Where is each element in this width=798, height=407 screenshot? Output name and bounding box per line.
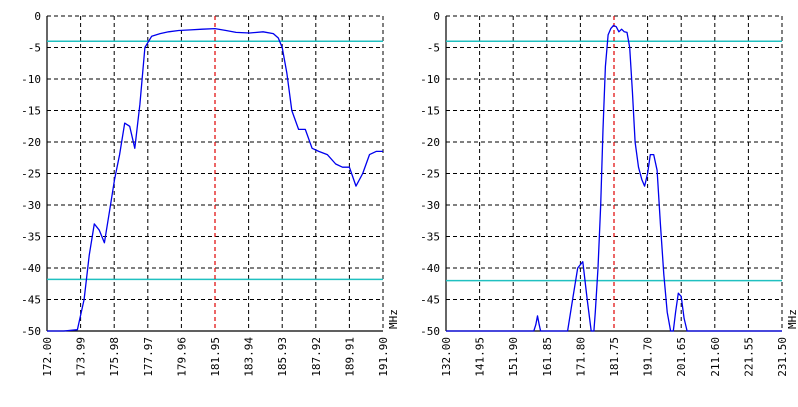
x-tick-label: 177.97 bbox=[142, 337, 155, 377]
y-tick-label: -5 bbox=[28, 42, 41, 55]
x-axis-unit-label: MHz bbox=[786, 309, 798, 329]
x-tick-label: 221.55 bbox=[742, 337, 755, 377]
x-tick-label: 187.92 bbox=[310, 337, 323, 377]
y-tick-label: -35 bbox=[420, 231, 440, 244]
y-tick-label: -45 bbox=[21, 294, 41, 307]
x-tick-label: 171.80 bbox=[574, 337, 587, 377]
y-tick-label: -25 bbox=[420, 168, 440, 181]
x-tick-label: 161.85 bbox=[541, 337, 554, 377]
x-tick-label: 179.96 bbox=[175, 337, 188, 377]
x-tick-label: 141.95 bbox=[474, 337, 487, 377]
y-tick-label: 0 bbox=[433, 10, 440, 23]
y-tick-label: -20 bbox=[21, 136, 41, 149]
y-tick-label: -15 bbox=[420, 105, 440, 118]
x-axis-unit-label: MHz bbox=[387, 309, 400, 329]
x-tick-label: 132.00 bbox=[440, 337, 453, 377]
y-tick-label: -40 bbox=[420, 262, 440, 275]
x-tick-label: 191.90 bbox=[377, 337, 390, 377]
y-tick-label: -35 bbox=[21, 231, 41, 244]
x-tick-label: 172.00 bbox=[41, 337, 54, 377]
series-line bbox=[446, 24, 782, 332]
y-tick-label: -30 bbox=[21, 199, 41, 212]
x-tick-label: 181.75 bbox=[608, 337, 621, 377]
y-tick-label: -10 bbox=[420, 73, 440, 86]
x-tick-label: 191.70 bbox=[642, 337, 655, 377]
y-tick-label: -20 bbox=[420, 136, 440, 149]
series-line bbox=[47, 27, 383, 332]
y-tick-label: -50 bbox=[420, 325, 440, 338]
x-tick-label: 181.95 bbox=[209, 337, 222, 377]
y-tick-label: -50 bbox=[21, 325, 41, 338]
x-tick-label: 185.93 bbox=[276, 337, 289, 377]
y-tick-label: -15 bbox=[21, 105, 41, 118]
x-tick-label: 201.65 bbox=[675, 337, 688, 377]
y-tick-label: -5 bbox=[427, 42, 440, 55]
y-tick-label: -40 bbox=[21, 262, 41, 275]
x-tick-label: 211.60 bbox=[709, 337, 722, 377]
x-tick-label: 175.98 bbox=[108, 337, 121, 377]
x-tick-label: 231.50 bbox=[776, 337, 789, 377]
y-tick-label: 0 bbox=[34, 10, 41, 23]
x-tick-label: 151.90 bbox=[507, 337, 520, 377]
y-tick-label: -10 bbox=[21, 73, 41, 86]
y-tick-label: -45 bbox=[420, 294, 440, 307]
x-tick-label: 183.94 bbox=[243, 337, 256, 377]
y-tick-label: -25 bbox=[21, 168, 41, 181]
x-tick-label: 189.91 bbox=[343, 337, 356, 377]
y-tick-label: -30 bbox=[420, 199, 440, 212]
x-tick-label: 173.99 bbox=[75, 337, 88, 377]
